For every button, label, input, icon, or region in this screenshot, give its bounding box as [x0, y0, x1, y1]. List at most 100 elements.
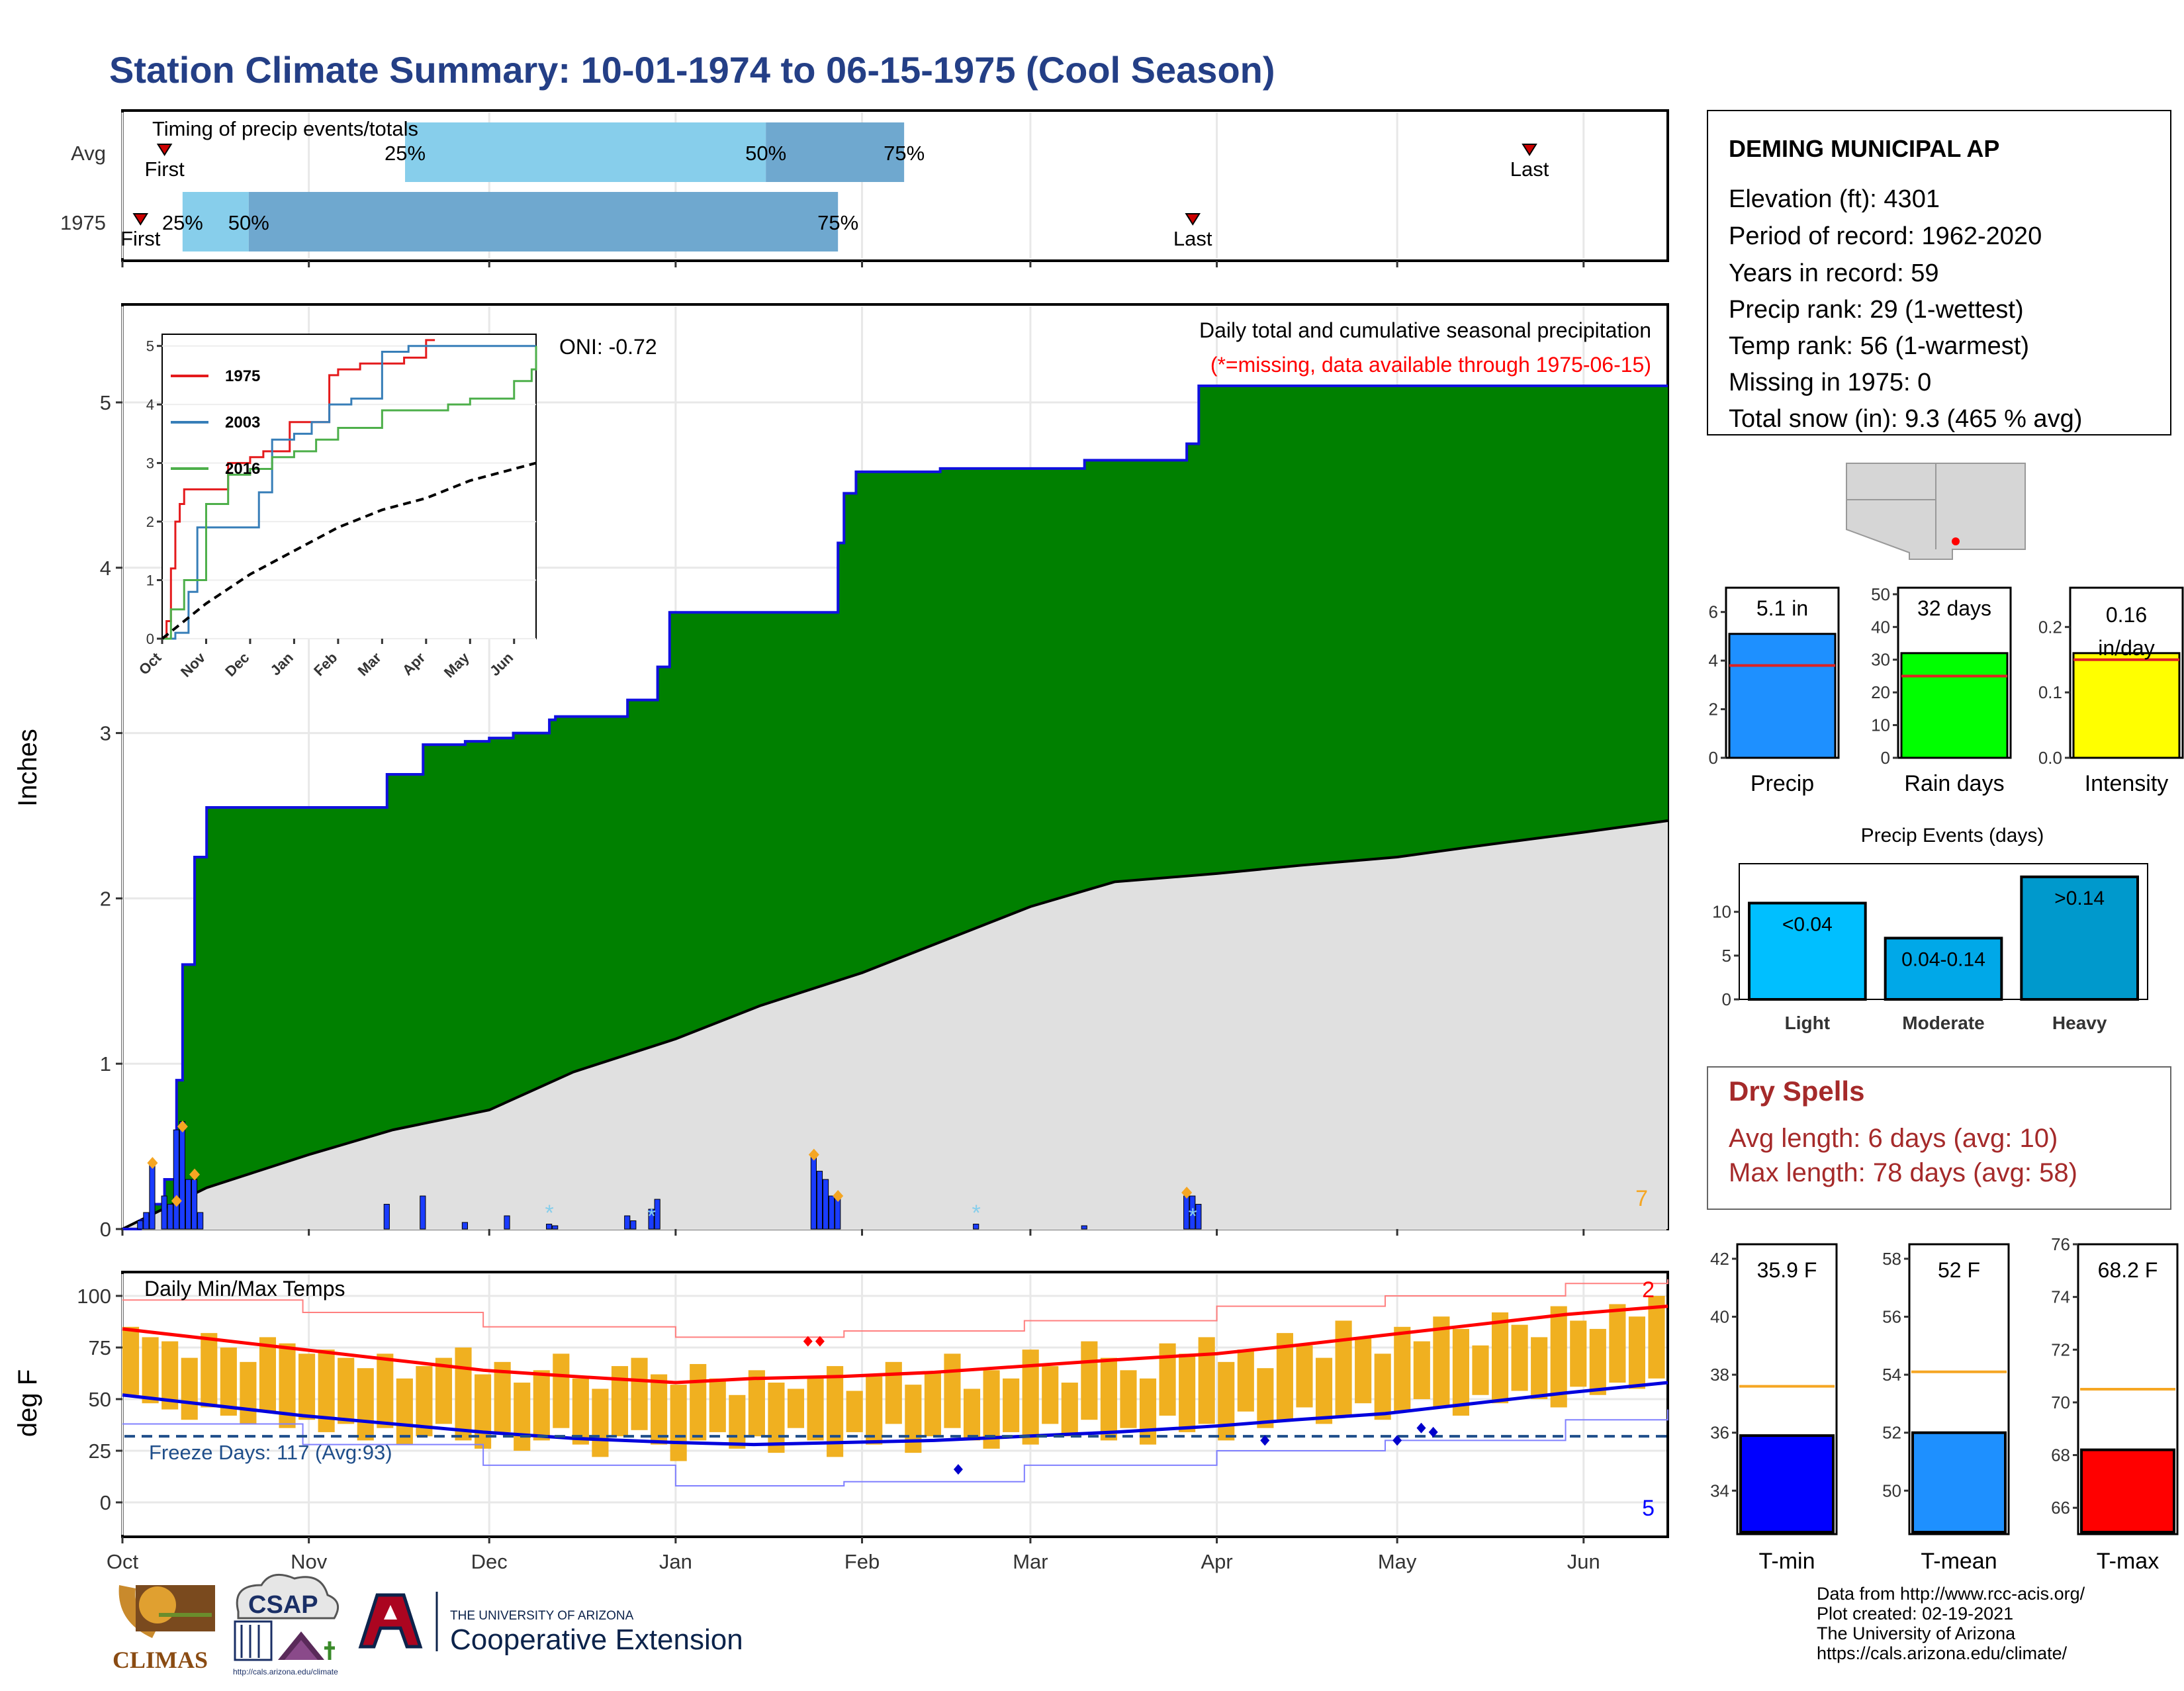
temp-summary-y-tick-label: 72	[2051, 1340, 2070, 1359]
temps-y-tick-label: 0	[100, 1491, 111, 1514]
events-bar-Light	[1748, 901, 1867, 1001]
daily-precip-bar	[552, 1225, 559, 1230]
temps-y-tick-label: 75	[89, 1336, 111, 1359]
daily-temp-bar	[1237, 1349, 1254, 1412]
daily-precip-bar	[149, 1162, 156, 1230]
daily-temp-bar	[338, 1357, 355, 1424]
daily-temp-bar	[787, 1389, 805, 1428]
daily-temp-bar	[1296, 1345, 1313, 1408]
summary-y-tick-label: 50	[1871, 584, 1890, 604]
station-line-period: Period of record: 1962-2020	[1729, 222, 2042, 250]
extreme-precip-marker	[189, 1168, 201, 1181]
precip-y-tick-label: 2	[100, 887, 111, 910]
events-bar-Heavy	[2020, 875, 2139, 1001]
timing-first-label: First	[120, 227, 161, 250]
daily-temp-bar	[298, 1353, 316, 1420]
timing-last-marker	[1522, 144, 1537, 156]
inset-y-tick-label: 0	[146, 631, 154, 647]
daily-precip-bar	[648, 1209, 655, 1230]
events-bar-label: <0.04	[1782, 914, 1833, 936]
daily-temp-bar	[1042, 1366, 1059, 1424]
events-y-tick-label: 0	[1722, 989, 1731, 1009]
daily-temp-bar	[514, 1383, 531, 1451]
daily-temp-bar	[748, 1370, 765, 1437]
temp-summary-value-label: 68.2 F	[2098, 1258, 2158, 1282]
daily-temp-bar	[670, 1385, 687, 1461]
daily-precip-bar	[167, 1204, 173, 1230]
daily-temp-bar	[1413, 1341, 1430, 1399]
summary-y-tick-label: 30	[1871, 650, 1890, 670]
temps-y-tick-label: 100	[77, 1285, 111, 1308]
temp-summary-value-label: 52 F	[1938, 1258, 1980, 1282]
inset-y-tick-label: 3	[146, 455, 154, 472]
timing-bar-q1	[182, 192, 249, 251]
daily-precip-bar	[179, 1121, 185, 1230]
summary-y-tick-label: 0.2	[2038, 617, 2062, 637]
summary-y-tick-label: 6	[1709, 602, 1718, 622]
daily-temp-bar	[1179, 1353, 1196, 1432]
temp-summary-y-tick-label: 68	[2051, 1445, 2070, 1465]
dry-spells-max: Max length: 78 days (avg: 58)	[1729, 1158, 2077, 1187]
temp-summary-y-tick-label: 54	[1882, 1365, 1901, 1385]
extreme-precip-marker	[147, 1157, 158, 1169]
inset-y-tick-label: 5	[146, 338, 154, 355]
daily-temp-bar	[1648, 1296, 1665, 1379]
events-bar-label: 0.04-0.14	[1901, 948, 1985, 970]
daily-temp-bar	[592, 1389, 609, 1457]
timing-row-year-label: 1975	[60, 211, 106, 234]
daily-temp-bar	[1257, 1368, 1274, 1428]
daily-temp-bar	[1198, 1337, 1215, 1424]
summary-category-label: Rain days	[1904, 771, 2004, 796]
extreme-precip-marker	[808, 1148, 819, 1161]
daily-temp-bar	[1491, 1312, 1509, 1404]
dry-spells-box: Dry Spells Avg length: 6 days (avg: 10) …	[1707, 1066, 2171, 1210]
daily-temp-bar	[807, 1378, 824, 1441]
summary-category-label: Precip	[1751, 771, 1814, 796]
summary-y-tick-label: 0	[1709, 748, 1718, 768]
inset-series-line-2003	[162, 345, 536, 640]
temp-summary-bar-T-min	[1739, 1434, 1835, 1534]
ua-small-text: THE UNIVERSITY OF ARIZONA	[450, 1609, 634, 1623]
daily-temp-bar	[1355, 1337, 1372, 1404]
events-bar-label: >0.14	[2054, 888, 2105, 909]
timing-first-marker	[132, 213, 149, 226]
page-title: Station Climate Summary: 10-01-1974 to 0…	[109, 49, 1275, 91]
timing-bar-q1	[405, 122, 766, 182]
daily-precip-bar	[654, 1199, 660, 1230]
inset-legend-label: 1975	[225, 367, 260, 385]
temp-summary-bar-T-mean	[1911, 1431, 2007, 1533]
daily-temp-bar	[1472, 1345, 1489, 1395]
precip-y-tick-label: 1	[100, 1052, 111, 1075]
temps-count-high: 2	[1642, 1277, 1655, 1303]
daily-temp-bar	[1609, 1304, 1626, 1383]
precip-y-tick-label: 0	[100, 1218, 111, 1241]
daily-temp-bar	[494, 1361, 511, 1432]
daily-temp-bar	[377, 1353, 394, 1428]
daily-temp-bar	[1550, 1306, 1567, 1408]
daily-precip-bar	[143, 1212, 150, 1230]
daily-temp-bar	[1120, 1370, 1137, 1428]
precip-events-chart: Precip Events (days) 0 5 10 <0.04 Light 0.04-…	[1712, 825, 2148, 1033]
station-name: DEMING MUNICIPAL AP	[1729, 135, 1999, 162]
daily-temp-bar	[768, 1383, 785, 1453]
summary-y-tick-label: 2	[1709, 700, 1718, 719]
climas-logo: CLIMAS	[113, 1585, 215, 1673]
csap-logo-url: http://cals.arizona.edu/climate	[233, 1667, 338, 1676]
snow-marker: *	[545, 1201, 553, 1226]
credits: Data from http://www.rcc-acis.org/ Plot …	[1817, 1584, 2085, 1663]
temp-extreme-marker	[1392, 1435, 1402, 1446]
timing-label-50: 50%	[228, 211, 269, 234]
temp-summary-y-tick-label: 76	[2051, 1234, 2070, 1254]
month-tick-label: Jan	[659, 1550, 692, 1573]
summary-value-label: 5.1 in	[1756, 596, 1808, 620]
precip-y-axis-label: Inches	[13, 729, 42, 807]
station-line-elevation: Elevation (ft): 4301	[1729, 185, 1940, 213]
month-tick-label: Oct	[107, 1550, 139, 1573]
temp-summary-y-tick-label: 66	[2051, 1498, 2070, 1518]
temp-extreme-marker	[953, 1464, 963, 1475]
csap-logo: CSAP http://cals.arizona.edu/climate	[233, 1573, 340, 1676]
daily-precip-bar	[173, 1129, 179, 1230]
daily-precip-bar	[185, 1179, 192, 1230]
